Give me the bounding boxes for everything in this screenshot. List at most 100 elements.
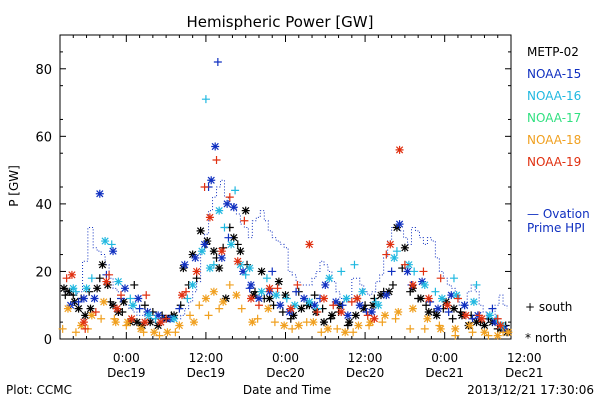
data-point-noaa-16-south [337,267,346,276]
data-point-noaa-19-north [461,311,470,320]
data-point-metp-02-north [369,301,378,310]
data-point-noaa-16-north [469,297,478,306]
data-point-noaa-19-north [156,318,165,327]
data-point-noaa-19-south [240,216,249,225]
data-point-noaa-16-north [325,274,334,283]
data-point-noaa-15-north [229,203,238,212]
data-point-noaa-15-north [95,189,104,198]
data-point-metp-02-north [59,284,68,293]
data-point-noaa-18-north [493,331,502,340]
data-point-noaa-15-south [444,307,453,316]
data-point-noaa-15-north [434,304,443,313]
data-point-noaa-15-north [403,267,412,276]
data-point-metp-02-north [93,284,102,293]
data-point-noaa-19-north [305,240,314,249]
data-point-metp-02-south [448,314,457,323]
data-point-noaa-19-south [142,291,151,300]
x-tick-date: Dec20 [266,366,305,380]
legend: METP-02 NOAA-15 NOAA-16 NOAA-17 NOAA-18 NOAA-… [527,45,581,169]
data-point-noaa-18-south [71,328,80,337]
data-point-noaa-18-north [219,297,228,306]
data-point-noaa-18-north [280,321,289,330]
data-point-metp-02-north [281,291,290,300]
data-point-metp-02-north [146,318,155,327]
data-point-metp-02-south [176,301,185,310]
y-tick-label: 40 [35,198,52,213]
data-point-noaa-19-north [395,145,404,154]
ovation-label-line1: — Ovation [527,207,590,221]
x-axis-label: Date and Time [243,383,331,397]
data-point-noaa-15-north [180,260,189,269]
data-point-metp-02-north [265,294,274,303]
data-point-metp-02-south [370,294,379,303]
data-point-noaa-19-north [67,270,76,279]
data-point-noaa-18-north [394,307,403,316]
data-point-noaa-18-north [189,318,198,327]
data-point-noaa-19-south [81,324,90,333]
data-point-noaa-15-south [338,301,347,310]
data-point-noaa-18-north [163,328,172,337]
data-point-noaa-15-north [90,294,99,303]
data-point-noaa-18-north [248,318,257,327]
data-point-noaa-18-north [309,318,318,327]
data-point-noaa-19-north [496,321,505,330]
data-point-metp-02-north [400,243,409,252]
data-point-noaa-18-north [451,324,460,333]
data-point-noaa-18-north [87,311,96,320]
data-point-metp-02-north [449,304,458,313]
legend-entry: NOAA-15 [527,67,581,81]
data-point-metp-02-north [432,311,441,320]
data-point-noaa-19-south [254,301,263,310]
data-point-noaa-15-south [213,58,222,67]
data-point-noaa-15-south [387,267,396,276]
x-axis: 0:00Dec1912:00Dec190:00Dec2012:00Dec200:… [59,35,544,380]
x-tick-time: 0:00 [272,351,299,365]
data-point-noaa-19-north [319,294,328,303]
x-tick-date: Dec21 [425,366,464,380]
data-point-noaa-19-north [353,294,362,303]
data-point-metp-02-south [140,301,149,310]
data-point-noaa-16-north [272,291,281,300]
data-point-noaa-18-south [317,328,326,337]
data-point-metp-02-north [327,311,336,320]
data-point-noaa-16-north [188,280,197,289]
data-point-noaa-18-south [97,314,106,323]
data-point-metp-02-south [422,301,431,310]
data-point-metp-02-south [192,274,201,283]
data-point-metp-02-north [196,226,205,235]
data-point-noaa-15-north [191,253,200,262]
x-tick-time: 0:00 [113,351,140,365]
data-point-metp-02-north [86,304,95,313]
data-point-noaa-18-north [63,304,72,313]
y-tick-label: 80 [35,63,52,78]
data-point-noaa-18-north [99,297,108,306]
data-point-metp-02-north [65,287,74,296]
data-point-noaa-19-south [212,155,221,164]
data-point-noaa-16-north [114,277,123,286]
data-point-noaa-19-south [453,294,462,303]
data-point-noaa-15-north [343,311,352,320]
data-point-noaa-18-south [204,311,213,320]
data-point-metp-02-north [98,260,107,269]
ovation-label-line2: Prime HPI [527,221,585,235]
data-point-metp-02-north [257,267,266,276]
plot-timestamp: 2013/12/21 17:30:06 [467,383,594,397]
data-point-noaa-16-north [205,264,214,273]
ovation-series-layer [63,179,508,323]
data-point-metp-02-north [109,301,118,310]
data-point-noaa-16-south [262,274,271,283]
data-point-noaa-15-north [207,176,216,185]
data-point-noaa-18-north [111,318,120,327]
data-point-noaa-16-south [107,240,116,249]
data-point-noaa-19-south [105,270,114,279]
data-point-noaa-16-south [392,247,401,256]
data-point-noaa-19-south [493,314,502,323]
plot-credit: Plot: CCMC [6,383,72,397]
data-point-noaa-15-north [310,301,319,310]
data-point-noaa-19-north [408,280,417,289]
data-point-metp-02-south [95,274,104,283]
data-point-noaa-18-south [270,318,279,327]
data-point-noaa-16-north [390,253,399,262]
data-point-noaa-18-south [215,304,224,313]
data-point-noaa-18-south [391,314,400,323]
